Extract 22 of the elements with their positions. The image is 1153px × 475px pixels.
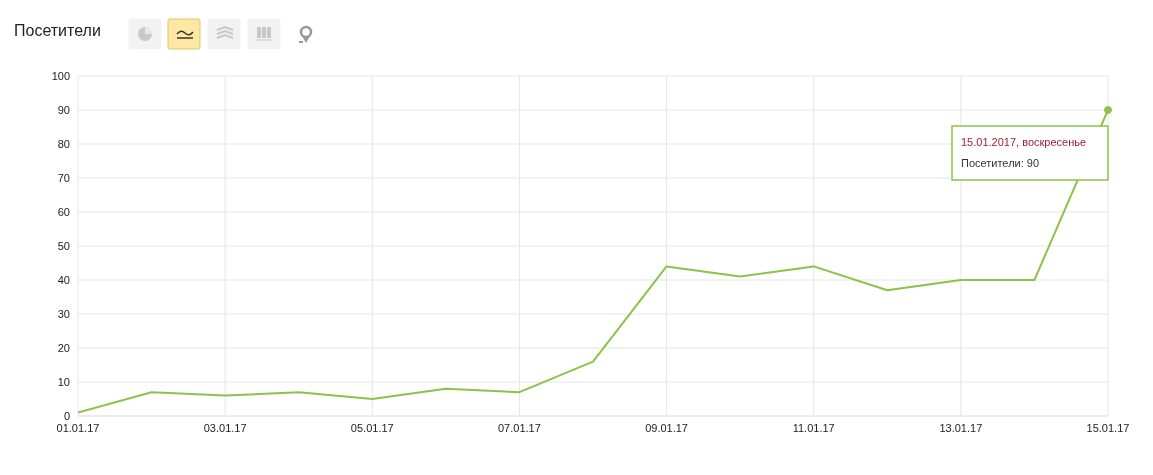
x-tick-label: 15.01.17 [1086, 421, 1130, 434]
x-tick-label: 05.01.17 [350, 421, 394, 434]
y-tick-label: 10 [57, 375, 70, 388]
x-tick-label: 13.01.17 [939, 421, 983, 434]
x-tick-label: 01.01.17 [56, 421, 100, 434]
chart-title: Посетители [14, 22, 101, 40]
y-tick-label: 60 [57, 205, 70, 218]
y-tick-label: 40 [57, 273, 70, 286]
y-tick-label: 70 [57, 171, 70, 184]
x-tick-label: 07.01.17 [498, 421, 541, 434]
x-tick-label: 09.01.17 [645, 421, 688, 434]
annotation: 15.01.2017, воскресенье [961, 136, 1087, 148]
y-tick-label: 30 [57, 307, 70, 320]
x-tick-label: 11.01.17 [792, 421, 835, 434]
y-tick-label: 20 [57, 341, 70, 354]
y-tick-label: 90 [57, 103, 70, 116]
y-tick-label: 50 [57, 239, 70, 252]
x-tick-label: 03.01.17 [203, 421, 247, 434]
annotation: Посетители: 90 [961, 157, 1040, 169]
y-tick-label: 100 [51, 69, 70, 82]
y-tick-label: 80 [57, 137, 70, 150]
y-tick-label: 0 [63, 409, 70, 422]
